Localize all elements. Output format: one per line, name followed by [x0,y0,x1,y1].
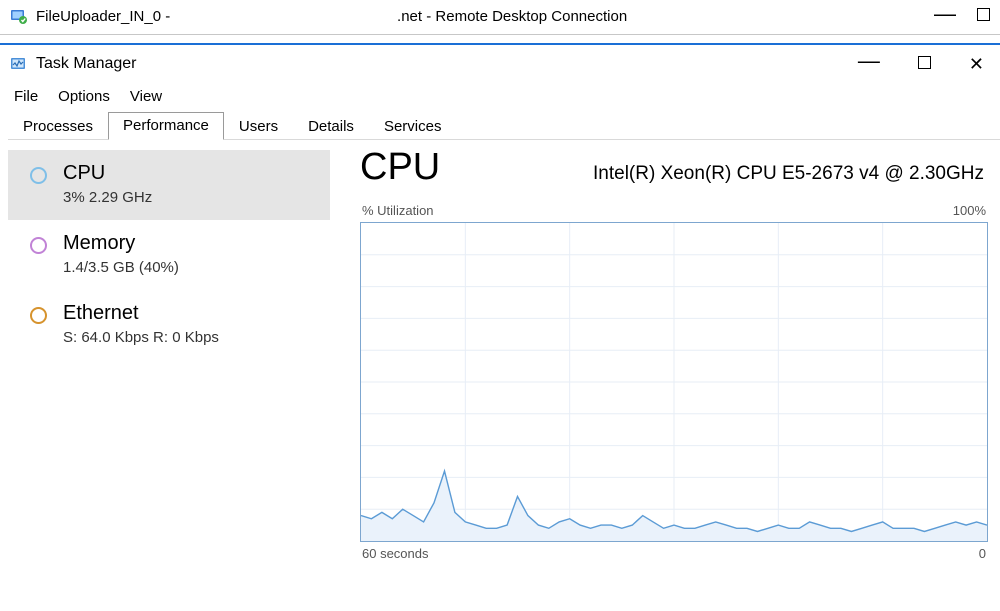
sidebar-item-sub: S: 64.0 Kbps R: 0 Kbps [63,329,219,346]
tm-maximize-button[interactable] [918,56,931,73]
menu-options[interactable]: Options [54,86,114,107]
sidebar-item-memory[interactable]: Memory 1.4/3.5 GB (40%) [8,220,330,290]
cpu-utilization-chart [360,222,988,542]
rdp-title-left: FileUploader_IN_0 - [36,8,170,25]
task-manager-icon [10,55,28,73]
menu-view[interactable]: View [126,86,166,107]
menu-file[interactable]: File [10,86,42,107]
chart-top-left-label: % Utilization [362,203,434,218]
rdp-icon [10,8,28,26]
tab-strip: ProcessesPerformanceUsersDetailsServices [8,110,1000,140]
tm-title: Task Manager [36,55,858,73]
sidebar-item-label: Memory [63,232,179,255]
tm-titlebar: Task Manager — ✕ [8,46,1000,82]
menubar: File Options View [8,82,1000,110]
rdp-minimize-button[interactable]: — [934,9,948,19]
sidebar-item-cpu[interactable]: CPU 3% 2.29 GHz [8,150,330,220]
sidebar-item-sub: 1.4/3.5 GB (40%) [63,259,179,276]
performance-sidebar: CPU 3% 2.29 GHz Memory 1.4/3.5 GB (40%) Ethe… [8,140,330,611]
chart-bottom-right-label: 0 [979,546,986,561]
tab-services[interactable]: Services [369,113,457,140]
sidebar-item-sub: 3% 2.29 GHz [63,189,152,206]
sidebar-item-label: Ethernet [63,302,219,325]
chart-top-right-label: 100% [953,203,986,218]
tab-performance[interactable]: Performance [108,112,224,140]
sidebar-item-label: CPU [63,162,152,185]
chart-bottom-left-label: 60 seconds [362,546,429,561]
tab-processes[interactable]: Processes [8,113,108,140]
detail-subtitle: Intel(R) Xeon(R) CPU E5-2673 v4 @ 2.30GH… [476,163,988,185]
tm-minimize-button[interactable]: — [858,56,880,66]
ethernet-ring-icon [30,307,47,324]
tab-users[interactable]: Users [224,113,293,140]
tab-details[interactable]: Details [293,113,369,140]
rdp-titlebar: FileUploader_IN_0 - .net - Remote Deskto… [0,0,1000,34]
sidebar-item-ethernet[interactable]: Ethernet S: 64.0 Kbps R: 0 Kbps [8,290,330,360]
memory-ring-icon [30,237,47,254]
tm-close-button[interactable]: ✕ [969,54,984,75]
rdp-maximize-button[interactable] [976,8,990,25]
performance-detail: CPU Intel(R) Xeon(R) CPU E5-2673 v4 @ 2.… [330,140,1000,611]
rdp-title-center: .net - Remote Desktop Connection [170,8,934,25]
cpu-ring-icon [30,167,47,184]
detail-title: CPU [360,146,440,189]
task-manager-window: Task Manager — ✕ File Options View Process… [8,46,1000,611]
